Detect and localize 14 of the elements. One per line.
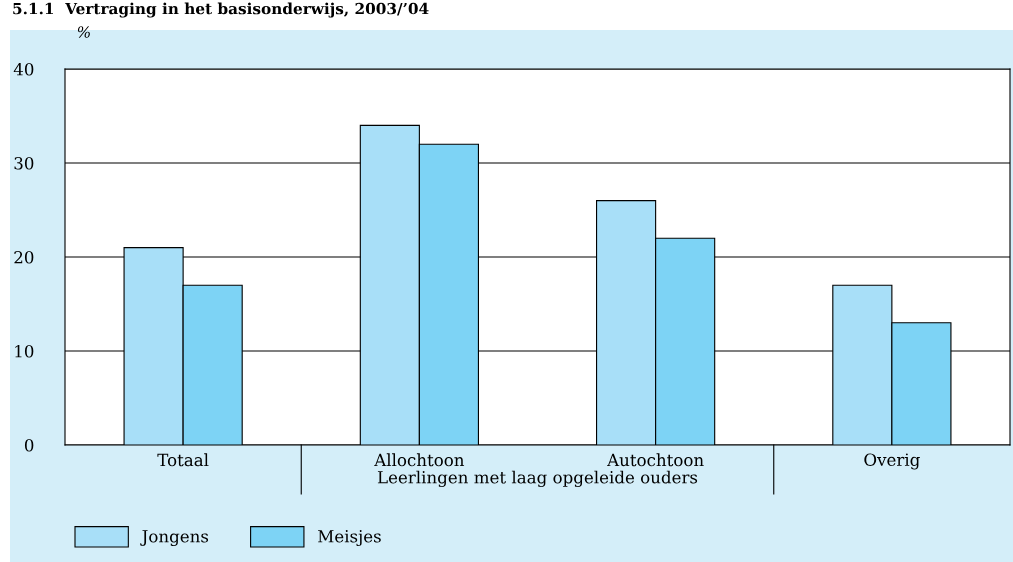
chart-title: 5.1.1 Vertraging in het basisonderwijs, 2003/’04 bbox=[13, 2, 429, 18]
legend-label: Jongens bbox=[140, 530, 209, 547]
x-tick-label: Totaal bbox=[157, 453, 209, 467]
y-tick-label: 0 bbox=[24, 438, 34, 452]
y-tick-label: 30 bbox=[14, 156, 34, 170]
y-axis-title: % bbox=[77, 26, 90, 38]
x-tick-label: Overig bbox=[864, 453, 920, 470]
y-tick-label: 40 bbox=[13, 62, 34, 76]
x-tick-label: Allochtoon bbox=[374, 453, 465, 467]
y-tick-label: 10 bbox=[15, 344, 34, 358]
text: Leerlingen met laag opgeleide ouders bbox=[377, 470, 698, 488]
x-tick-label: Autochtoon bbox=[606, 453, 704, 467]
y-tick-label: 20 bbox=[14, 250, 34, 264]
legend-label: Meisjes bbox=[318, 530, 381, 547]
